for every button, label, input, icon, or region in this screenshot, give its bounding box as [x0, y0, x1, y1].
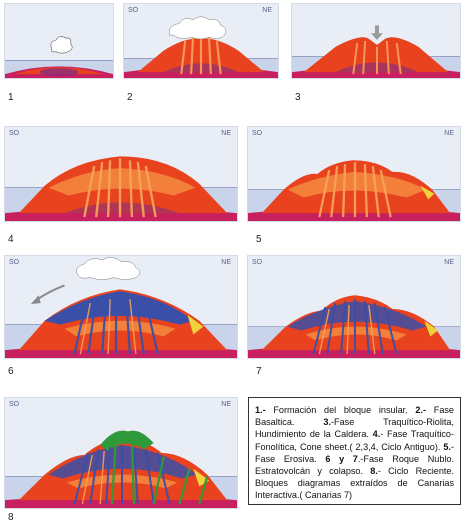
caption-text-2: Fase Basaltica. [255, 405, 454, 428]
direction-label-ne: NE [221, 130, 231, 137]
panel-number-1: 1 [8, 92, 14, 103]
diagram-panel-7: SO NE [247, 255, 461, 359]
diagram-panel-6: SO NE [4, 255, 238, 359]
caption-bold-6: 6 y 7 [325, 453, 358, 464]
direction-label-ne: NE [221, 259, 231, 266]
panel-number-8: 8 [8, 512, 14, 523]
volcano-stage-3 [292, 25, 460, 78]
direction-label-ne: NE [444, 130, 454, 137]
direction-label-so: SO [9, 259, 20, 266]
panel-number-6: 6 [8, 366, 14, 377]
volcano-stage-2 [124, 16, 278, 78]
panel-number-4: 4 [8, 234, 14, 245]
diagram-panel-1 [4, 3, 114, 79]
caption-bold-5: 5. [443, 441, 451, 452]
volcano-stage-1 [5, 36, 113, 78]
caption-bold-4: 4. [372, 429, 381, 440]
caption-bold-8: 8. [370, 466, 378, 477]
caption-text-1: Formación del bloque insular. [265, 405, 416, 415]
direction-label-so: SO [9, 130, 20, 137]
diagram-panel-3 [291, 3, 461, 79]
caption-text-4: - Fase Traquítico-Fonolítica, Cone sheet… [255, 429, 454, 452]
direction-label-ne: NE [262, 7, 272, 14]
caption-text-5: - Fase Erosiva. [255, 441, 454, 464]
diagram-panel-5: SO NE [247, 126, 461, 222]
panel-number-7: 7 [256, 366, 262, 377]
volcano-stage-7 [248, 295, 460, 358]
caption-bold-1: 1.- [255, 405, 266, 415]
direction-label-so: SO [128, 7, 139, 14]
caption-bold-2: 2.- [415, 405, 427, 415]
panel-number-5: 5 [256, 234, 262, 245]
direction-label-so: SO [252, 130, 263, 137]
caption-text-8: - Ciclo Reciente. Bloques diagramas extr… [255, 466, 454, 501]
volcano-stage-6 [5, 257, 237, 358]
figure-caption: 1.- Formación del bloque insular. 2.- Fa… [248, 397, 461, 505]
direction-label-ne: NE [444, 259, 454, 266]
volcano-stage-8 [5, 430, 237, 508]
volcano-stage-4 [5, 156, 237, 221]
diagram-panel-4: SO NE [4, 126, 238, 222]
volcano-stage-5 [248, 160, 460, 221]
caption-text-6: .-Fase Roque Nublo. Estratovolcán y cola… [255, 453, 454, 477]
direction-label-so: SO [252, 259, 263, 266]
diagram-panel-8: SO NE [4, 397, 238, 509]
panel-number-3: 3 [295, 92, 301, 103]
direction-label-ne: NE [221, 401, 231, 408]
diagram-panel-2: SO NE [123, 3, 279, 79]
caption-text-3: -Fase Traquítico-Riolita, Hundimiento de… [255, 417, 455, 440]
down-arrow-icon [371, 25, 383, 41]
caption-bold-3: 3. [323, 417, 332, 428]
direction-label-so: SO [9, 401, 20, 408]
panel-number-2: 2 [127, 92, 133, 103]
